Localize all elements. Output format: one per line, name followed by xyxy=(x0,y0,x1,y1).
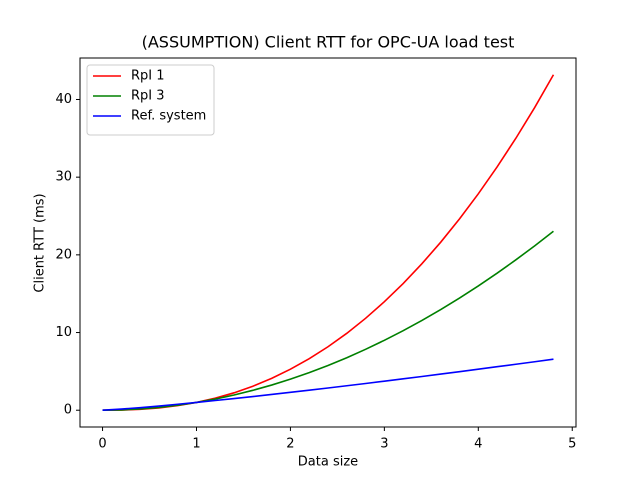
y-tick-label: 0 xyxy=(64,403,72,418)
y-tick-label: 10 xyxy=(55,325,72,340)
legend-box xyxy=(86,64,215,136)
legend-label: Ref. system xyxy=(131,109,206,124)
x-tick-label: 2 xyxy=(286,437,294,452)
y-axis-label: Client RTT (ms) xyxy=(33,193,48,292)
legend-label: RpI 3 xyxy=(131,89,165,104)
x-axis-label: Data size xyxy=(298,455,358,470)
x-tick-label: 3 xyxy=(380,437,388,452)
legend-label: RpI 1 xyxy=(131,69,165,84)
series-line xyxy=(102,358,554,412)
y-tick-label: 30 xyxy=(55,170,72,185)
x-tick-label: 1 xyxy=(192,437,200,452)
x-tick-label: 5 xyxy=(568,437,576,452)
x-tick-label: 4 xyxy=(474,437,482,452)
series-line xyxy=(102,230,554,412)
y-tick-label: 40 xyxy=(55,92,72,107)
chart-title: (ASSUMPTION) Client RTT for OPC-UA load … xyxy=(142,33,515,52)
plot-frame xyxy=(79,57,577,428)
x-tick-label: 0 xyxy=(98,437,106,452)
y-tick-label: 20 xyxy=(55,247,72,262)
